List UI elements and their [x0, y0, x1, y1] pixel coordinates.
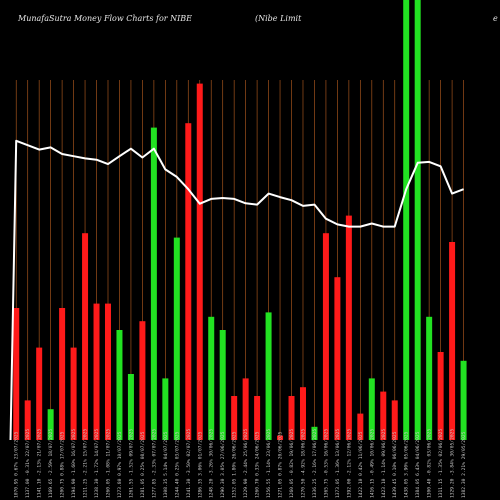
- x-tick-label: 1373.05 -1.36% 13/06/2025: [335, 429, 341, 498]
- money-flow-bar: [426, 316, 433, 440]
- x-tick-label: 1416.15 -0.49% 10/06/2025: [369, 429, 375, 498]
- money-flow-bar: [277, 435, 284, 440]
- x-tick-label: 1382.30 2.21% 29/05/2025: [461, 431, 467, 498]
- money-flow-bar: [47, 409, 54, 440]
- x-tick-label: 1238.30 -1.72% 14/07/2025: [94, 429, 100, 498]
- money-flow-bar: [13, 308, 20, 440]
- x-tick-label: 1241.30 -3.50% 02/07/2025: [186, 429, 192, 498]
- x-tick-label: 1260.05 -0.82% 19/06/2025: [289, 429, 295, 498]
- money-flow-bar: [437, 352, 444, 440]
- money-flow-bar: [24, 400, 31, 440]
- x-tick-label: 1438.05 3.90% 05/06/2025: [404, 431, 410, 498]
- money-flow-bar: [36, 347, 43, 440]
- x-tick-label: 1308.35 5.14% 04/07/2025: [163, 431, 169, 498]
- money-flow-bar: [231, 396, 238, 440]
- money-flow-bar: [334, 277, 341, 440]
- chart-title: MunafaSutra Money Flow Charts for NIBE: [18, 14, 193, 23]
- money-flow-bar: [70, 347, 77, 440]
- money-flow-bar: [391, 400, 398, 440]
- x-tick-label: 1271.05 0.87% 20/06/2025: [278, 431, 284, 498]
- x-tick-label: 1169.65 -2.59% 18/07/2025: [48, 429, 54, 498]
- x-tick-label: 1439.45 0.10% 06/06/2025: [392, 431, 398, 498]
- x-tick-label: 1260.70 0.33% 24/06/2025: [255, 431, 261, 498]
- money-flow-bar: [93, 303, 100, 440]
- money-flow-bar: [311, 426, 318, 440]
- money-flow-bar: [414, 0, 421, 440]
- x-tick-label: 1336.25 -2.16% 17/06/2025: [312, 429, 318, 498]
- x-tick-label: 1329.20 -3.84% 30/05/2025: [450, 429, 456, 498]
- price-line-layer: [9, 139, 464, 441]
- money-flow-bar: [288, 396, 295, 440]
- money-flow-bar: [449, 242, 456, 440]
- money-flow-bar: [116, 330, 123, 440]
- x-tick-label: 1281.05 0.25% 08/07/2025: [140, 431, 146, 498]
- money-flow-bar: [299, 387, 306, 440]
- money-flow-bar: [265, 312, 272, 440]
- money-flow-bar: [380, 391, 387, 440]
- x-tick-label: 1270.50 -4.92% 18/06/2025: [300, 429, 306, 498]
- x-tick-label: 1211.25 -2.21% 15/07/2025: [83, 429, 89, 498]
- money-flow-bar: [357, 413, 364, 440]
- x-tick-label: 1365.75 -0.53% 16/06/2025: [323, 429, 329, 498]
- money-flow-bar: [242, 378, 249, 440]
- x-tick-label: 1290.30 3.05% 27/06/2025: [220, 431, 226, 498]
- money-flow-bar: [208, 316, 215, 440]
- x-tick-label: 1252.05 1.80% 26/06/2025: [232, 431, 238, 498]
- x-tick-label: 1141.10 -2.13% 21/07/2025: [37, 429, 43, 498]
- money-flow-bar: [104, 303, 111, 440]
- x-tick-label: 1384.05 6.43% 04/06/2025: [415, 431, 421, 498]
- money-flow-bar: [196, 83, 203, 440]
- x-tick-label: 1422.10 0.42% 11/06/2025: [358, 431, 364, 498]
- x-tick-label: 1229.90 -2.44% 25/06/2025: [243, 429, 249, 498]
- money-flow-bar: [460, 360, 467, 440]
- x-tick-label: 1194.90 -1.60% 16/07/2025: [71, 429, 77, 498]
- x-tick-label: 1256.55 -1.14% 23/06/2025: [266, 429, 272, 498]
- money-flow-bar: [127, 374, 134, 440]
- x-tick-label: 1200.75 0.88% 17/07/2025: [60, 431, 66, 498]
- money-flow-bar: [150, 127, 157, 440]
- x-tick-label: 1311.15 -1.35% 02/06/2025: [438, 429, 444, 498]
- x-tick-label: 1260.05 -1.08% 11/07/2025: [105, 429, 111, 498]
- money-flow-bar: [82, 233, 89, 440]
- x-tick-label: 1423.10 -1.14% 09/06/2025: [381, 429, 387, 498]
- x-axis-ticks: 1070.95 0.67% 23/07/2025 1137.00 -0.31% 2…: [14, 429, 467, 498]
- money-flow-bar: [322, 233, 329, 440]
- money-flow-bar: [219, 330, 226, 440]
- x-tick-label: 1248.20 -3.26% 30/06/2025: [209, 429, 215, 498]
- x-tick-label: 1392.00 -2.12% 12/06/2025: [346, 429, 352, 498]
- money-flow-bars: [13, 0, 467, 440]
- money-flow-bar: [162, 378, 169, 440]
- x-tick-label: 1273.80 0.97% 10/07/2025: [117, 431, 123, 498]
- money-flow-bar: [403, 0, 410, 440]
- company-name: (Nibe Limit: [255, 14, 302, 23]
- money-flow-bar: [254, 396, 261, 440]
- money-flow-bar: [368, 378, 375, 440]
- money-flow-bar: [345, 215, 352, 440]
- x-tick-label: 1137.00 -0.31% 22/07/2025: [25, 429, 31, 498]
- header-overflow-text: e: [493, 14, 498, 23]
- x-tick-label: 1286.35 3.06% 01/07/2025: [197, 431, 203, 498]
- money-flow-bar: [59, 308, 66, 440]
- x-tick-label: 1277.85 -2.33% 07/07/2025: [151, 429, 157, 498]
- x-tick-label: 1244.40 0.25% 03/07/2025: [174, 431, 180, 498]
- x-tick-label: 1300.40 -0.82% 03/06/2025: [427, 429, 433, 498]
- x-tick-label: 1261.55 -1.52% 09/07/2025: [128, 429, 134, 498]
- x-tick-label: 1070.95 0.67% 23/07/2025: [14, 431, 20, 498]
- money-flow-bar: [139, 321, 146, 440]
- price-line: [9, 139, 464, 441]
- money-flow-bar: [173, 237, 180, 440]
- money-flow-bar: [185, 123, 192, 440]
